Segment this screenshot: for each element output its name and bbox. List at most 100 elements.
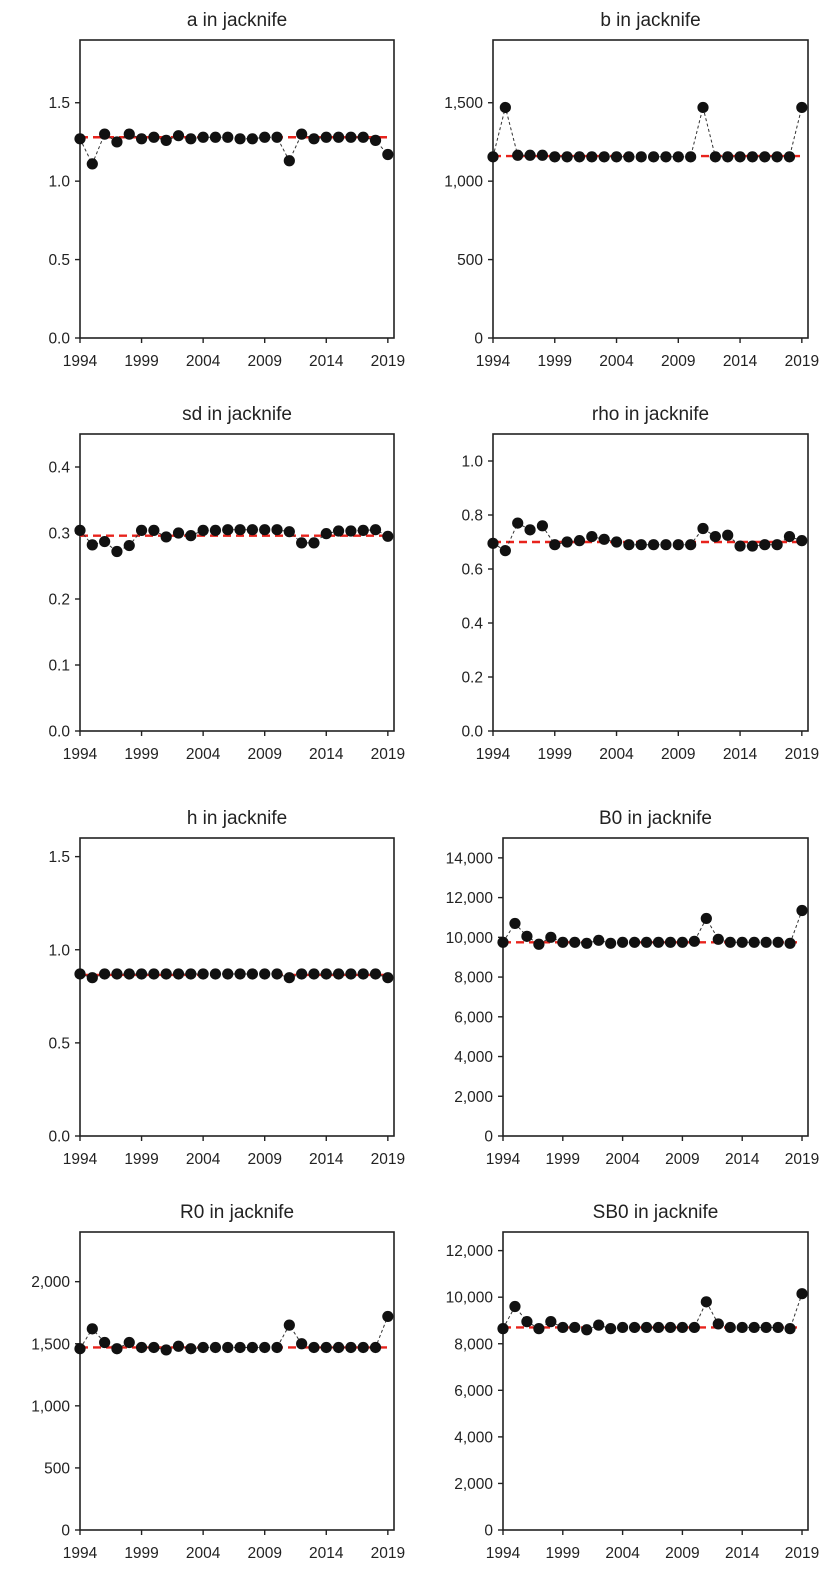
x-tick-label: 1994	[63, 1151, 98, 1168]
data-point	[296, 128, 308, 140]
data-point	[160, 531, 172, 543]
data-point	[647, 151, 660, 163]
data-point	[734, 540, 746, 552]
data-point	[557, 936, 569, 948]
data-point	[296, 968, 308, 980]
data-point	[332, 1341, 345, 1354]
x-tick-label: 1994	[486, 1545, 521, 1562]
chart-panel: SB0 in jacknife 0 2,000 4,000 6,000 8,000 10,0…	[446, 1202, 820, 1562]
data-point	[722, 529, 734, 541]
data-point	[623, 539, 635, 551]
data-point	[724, 936, 736, 948]
data-point	[259, 1341, 271, 1354]
data-point	[748, 1321, 760, 1334]
data-point	[209, 524, 222, 536]
chart-panel: B0 in jacknife 0 2,000 4,000 6,000 8,000 10,00…	[446, 808, 820, 1168]
data-point	[573, 151, 586, 163]
data-point	[573, 535, 586, 547]
y-tick-label: 0.0	[48, 331, 70, 348]
y-tick-label: 10,000	[446, 930, 494, 947]
data-point	[320, 528, 332, 540]
data-point	[369, 968, 382, 980]
y-tick-label: 0	[484, 1129, 493, 1146]
data-point	[512, 149, 524, 161]
data-point	[99, 535, 111, 548]
data-point	[345, 131, 357, 143]
data-point	[345, 525, 357, 537]
x-tick-label: 2004	[599, 353, 634, 370]
data-point	[99, 128, 111, 140]
y-tick-label: 1,500	[31, 1336, 70, 1353]
data-point	[593, 934, 605, 946]
data-point	[688, 1321, 700, 1334]
data-point	[598, 533, 610, 545]
y-tick-label: 0.6	[461, 562, 483, 579]
y-tick-label: 8,000	[454, 970, 493, 987]
data-point	[320, 968, 332, 980]
data-point	[74, 133, 86, 145]
plot-frame	[502, 837, 809, 1137]
chart-title: SB0 in jacknife	[593, 1202, 719, 1223]
data-point	[561, 536, 573, 548]
x-tick-label: 1994	[63, 353, 98, 370]
chart-title: a in jacknife	[187, 10, 287, 31]
y-tick-label: 4,000	[454, 1429, 493, 1446]
y-tick-label: 12,000	[446, 1243, 494, 1260]
data-point	[123, 1336, 135, 1349]
data-point	[332, 525, 345, 537]
x-tick-label: 1994	[476, 746, 511, 763]
x-tick-label: 2004	[186, 353, 221, 370]
data-point	[345, 1341, 357, 1354]
data-point	[172, 968, 185, 980]
x-tick-label: 2004	[605, 1151, 640, 1168]
data-point	[533, 1323, 545, 1335]
data-point	[345, 968, 357, 980]
data-point	[74, 968, 86, 980]
data-point	[259, 968, 271, 980]
data-point	[688, 935, 700, 947]
data-point	[160, 134, 172, 146]
data-point	[697, 522, 709, 535]
data-point	[209, 131, 222, 143]
data-point	[628, 1321, 641, 1334]
plot-frame	[79, 39, 395, 339]
x-tick-label: 2009	[665, 1545, 699, 1562]
data-point	[497, 1323, 509, 1335]
data-point	[598, 151, 610, 163]
chart-panel: rho in jacknife 0.0 0.2 0.4 0.6 0.8 1.0 1994 199…	[461, 404, 819, 763]
data-point	[246, 968, 258, 980]
y-tick-label: 6,000	[454, 1009, 493, 1026]
data-point	[746, 151, 759, 163]
data-point	[685, 539, 697, 551]
chart-title: b in jacknife	[600, 10, 700, 31]
chart-panel: b in jacknife 0 500 1,000 1,500 1994 1999 2004 2…	[444, 10, 819, 370]
data-point	[617, 936, 629, 948]
data-point	[99, 1336, 111, 1349]
data-point	[722, 151, 734, 163]
data-point	[283, 972, 295, 984]
data-point	[197, 968, 209, 980]
x-tick-label: 1999	[124, 353, 158, 370]
data-point	[209, 968, 222, 980]
x-tick-label: 2019	[371, 1151, 405, 1168]
data-point	[222, 968, 234, 980]
data-point	[111, 136, 123, 148]
x-tick-label: 1994	[63, 1545, 98, 1562]
data-point	[610, 536, 623, 548]
data-point	[271, 968, 283, 980]
data-point	[234, 968, 246, 980]
data-point	[185, 968, 197, 980]
x-tick-label: 2004	[186, 1151, 221, 1168]
data-point	[796, 1288, 808, 1300]
data-point	[86, 158, 98, 170]
x-tick-label: 2014	[309, 746, 344, 763]
data-point	[271, 131, 283, 143]
data-point	[524, 524, 536, 536]
data-point	[760, 1321, 772, 1334]
data-point	[557, 1321, 569, 1334]
data-point	[549, 151, 561, 163]
data-point	[308, 537, 320, 549]
data-point	[759, 539, 771, 551]
data-point	[652, 936, 665, 948]
